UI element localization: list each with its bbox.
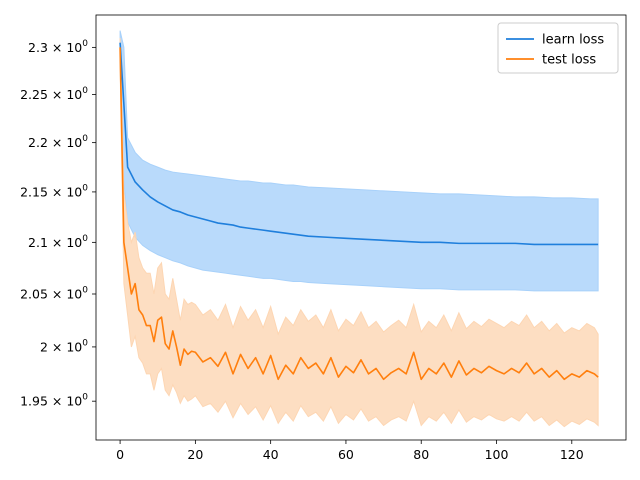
y-tick-label: 2.3 × 100 (28, 39, 88, 55)
band-series-1 (119, 38, 599, 428)
x-tick-label: 60 (338, 447, 354, 462)
legend-box (497, 22, 619, 74)
x-tick-label: 0 (116, 447, 124, 462)
y-tick-label: 1.95 × 100 (20, 393, 88, 409)
y-tick-label: 2.15 × 100 (20, 183, 88, 199)
legend-label: learn loss (542, 33, 604, 48)
plot-frame (95, 14, 627, 441)
x-tick-label: 80 (413, 447, 429, 462)
x-tick-label: 120 (560, 447, 584, 462)
y-tick-label: 2.1 × 100 (28, 234, 88, 250)
x-tick-label: 100 (485, 447, 509, 462)
y-axis: 1.95 × 100 2 × 100 2.05 × 100 2.1 × 100 2.15… (20, 39, 96, 409)
y-tick-label: 2.2 × 100 (28, 134, 88, 150)
confidence-bands (119, 30, 599, 428)
x-axis: 0 20 40 60 80 100 120 (116, 440, 584, 462)
band-series-0 (119, 30, 599, 292)
legend: learn loss test loss (497, 22, 619, 74)
x-tick-label: 20 (187, 447, 203, 462)
series-lines (119, 42, 599, 381)
line-series-0 (119, 42, 599, 246)
y-tick-label: 2 × 100 (40, 338, 88, 354)
y-tick-label: 2.05 × 100 (20, 285, 88, 301)
y-tick-label: 2.25 × 100 (20, 86, 88, 102)
x-tick-label: 40 (263, 447, 279, 462)
legend-label: test loss (542, 53, 596, 68)
line-series-1 (119, 47, 599, 381)
